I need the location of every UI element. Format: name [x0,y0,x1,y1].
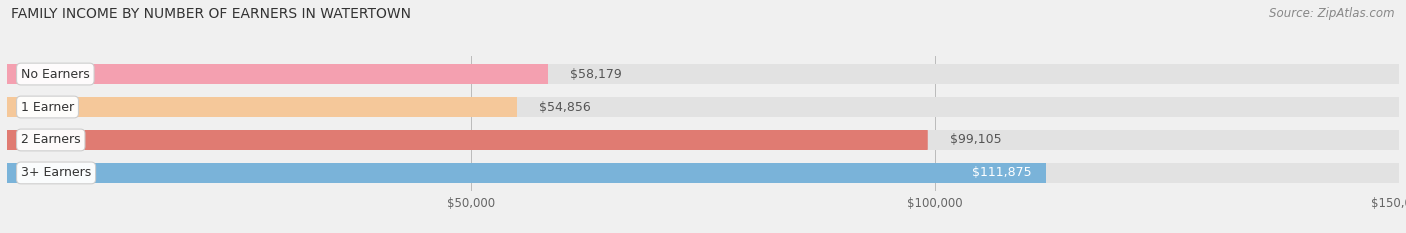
Text: FAMILY INCOME BY NUMBER OF EARNERS IN WATERTOWN: FAMILY INCOME BY NUMBER OF EARNERS IN WA… [11,7,411,21]
Text: No Earners: No Earners [21,68,90,81]
Bar [7,97,516,117]
Bar [7,163,1399,183]
Bar [7,130,927,150]
Bar [7,64,1399,84]
Text: $54,856: $54,856 [540,100,591,113]
Text: 3+ Earners: 3+ Earners [21,166,91,179]
Text: $111,875: $111,875 [972,166,1031,179]
Bar [7,130,1399,150]
Text: 2 Earners: 2 Earners [21,134,80,147]
Text: $99,105: $99,105 [950,134,1001,147]
Bar [7,64,547,84]
Text: Source: ZipAtlas.com: Source: ZipAtlas.com [1270,7,1395,20]
Text: $58,179: $58,179 [569,68,621,81]
Bar [7,97,1399,117]
Bar [7,163,1045,183]
Text: 1 Earner: 1 Earner [21,100,75,113]
